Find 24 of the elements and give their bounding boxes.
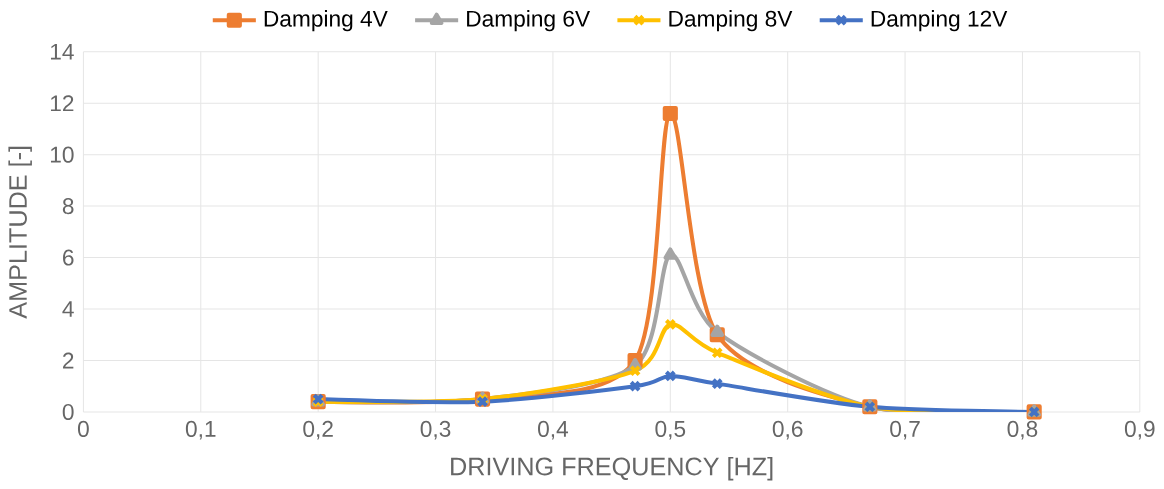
x-tick-label: 0,1 [185, 420, 216, 440]
legend-label: Damping 8V [669, 10, 793, 32]
x-tick-label: 0,9 [1124, 420, 1155, 440]
x-tick-label: 0,6 [772, 420, 803, 440]
y-tick-label: 10 [50, 146, 74, 163]
y-axis-title: AMPLITUDE [-] [8, 146, 32, 319]
y-tick-label: 2 [63, 352, 74, 369]
x-tick-label: 0,2 [303, 420, 333, 440]
x-axis-title: DRIVING FREQUENCY [HZ] [451, 457, 773, 481]
x-tick-label: 0,8 [1007, 420, 1038, 440]
legend-label: Damping 6V [467, 10, 591, 32]
y-tick-label: 6 [63, 249, 74, 266]
y-tick-label: 4 [62, 301, 74, 317]
x-tick-label: 0,3 [420, 420, 451, 440]
y-tick-label: 14 [50, 43, 74, 60]
x-tick-label: 0,5 [655, 420, 686, 440]
x-tick-label: 0 [77, 420, 89, 438]
y-tick-label: 8 [62, 198, 74, 215]
x-tick-label: 0,7 [890, 420, 920, 440]
legend-label: Damping 12V [871, 10, 1008, 32]
legend-label: Damping 4V [264, 10, 388, 32]
y-tick-label: 12 [50, 95, 74, 112]
x-tick-label: 0,4 [538, 420, 569, 440]
y-tick-label: 0 [62, 403, 74, 421]
